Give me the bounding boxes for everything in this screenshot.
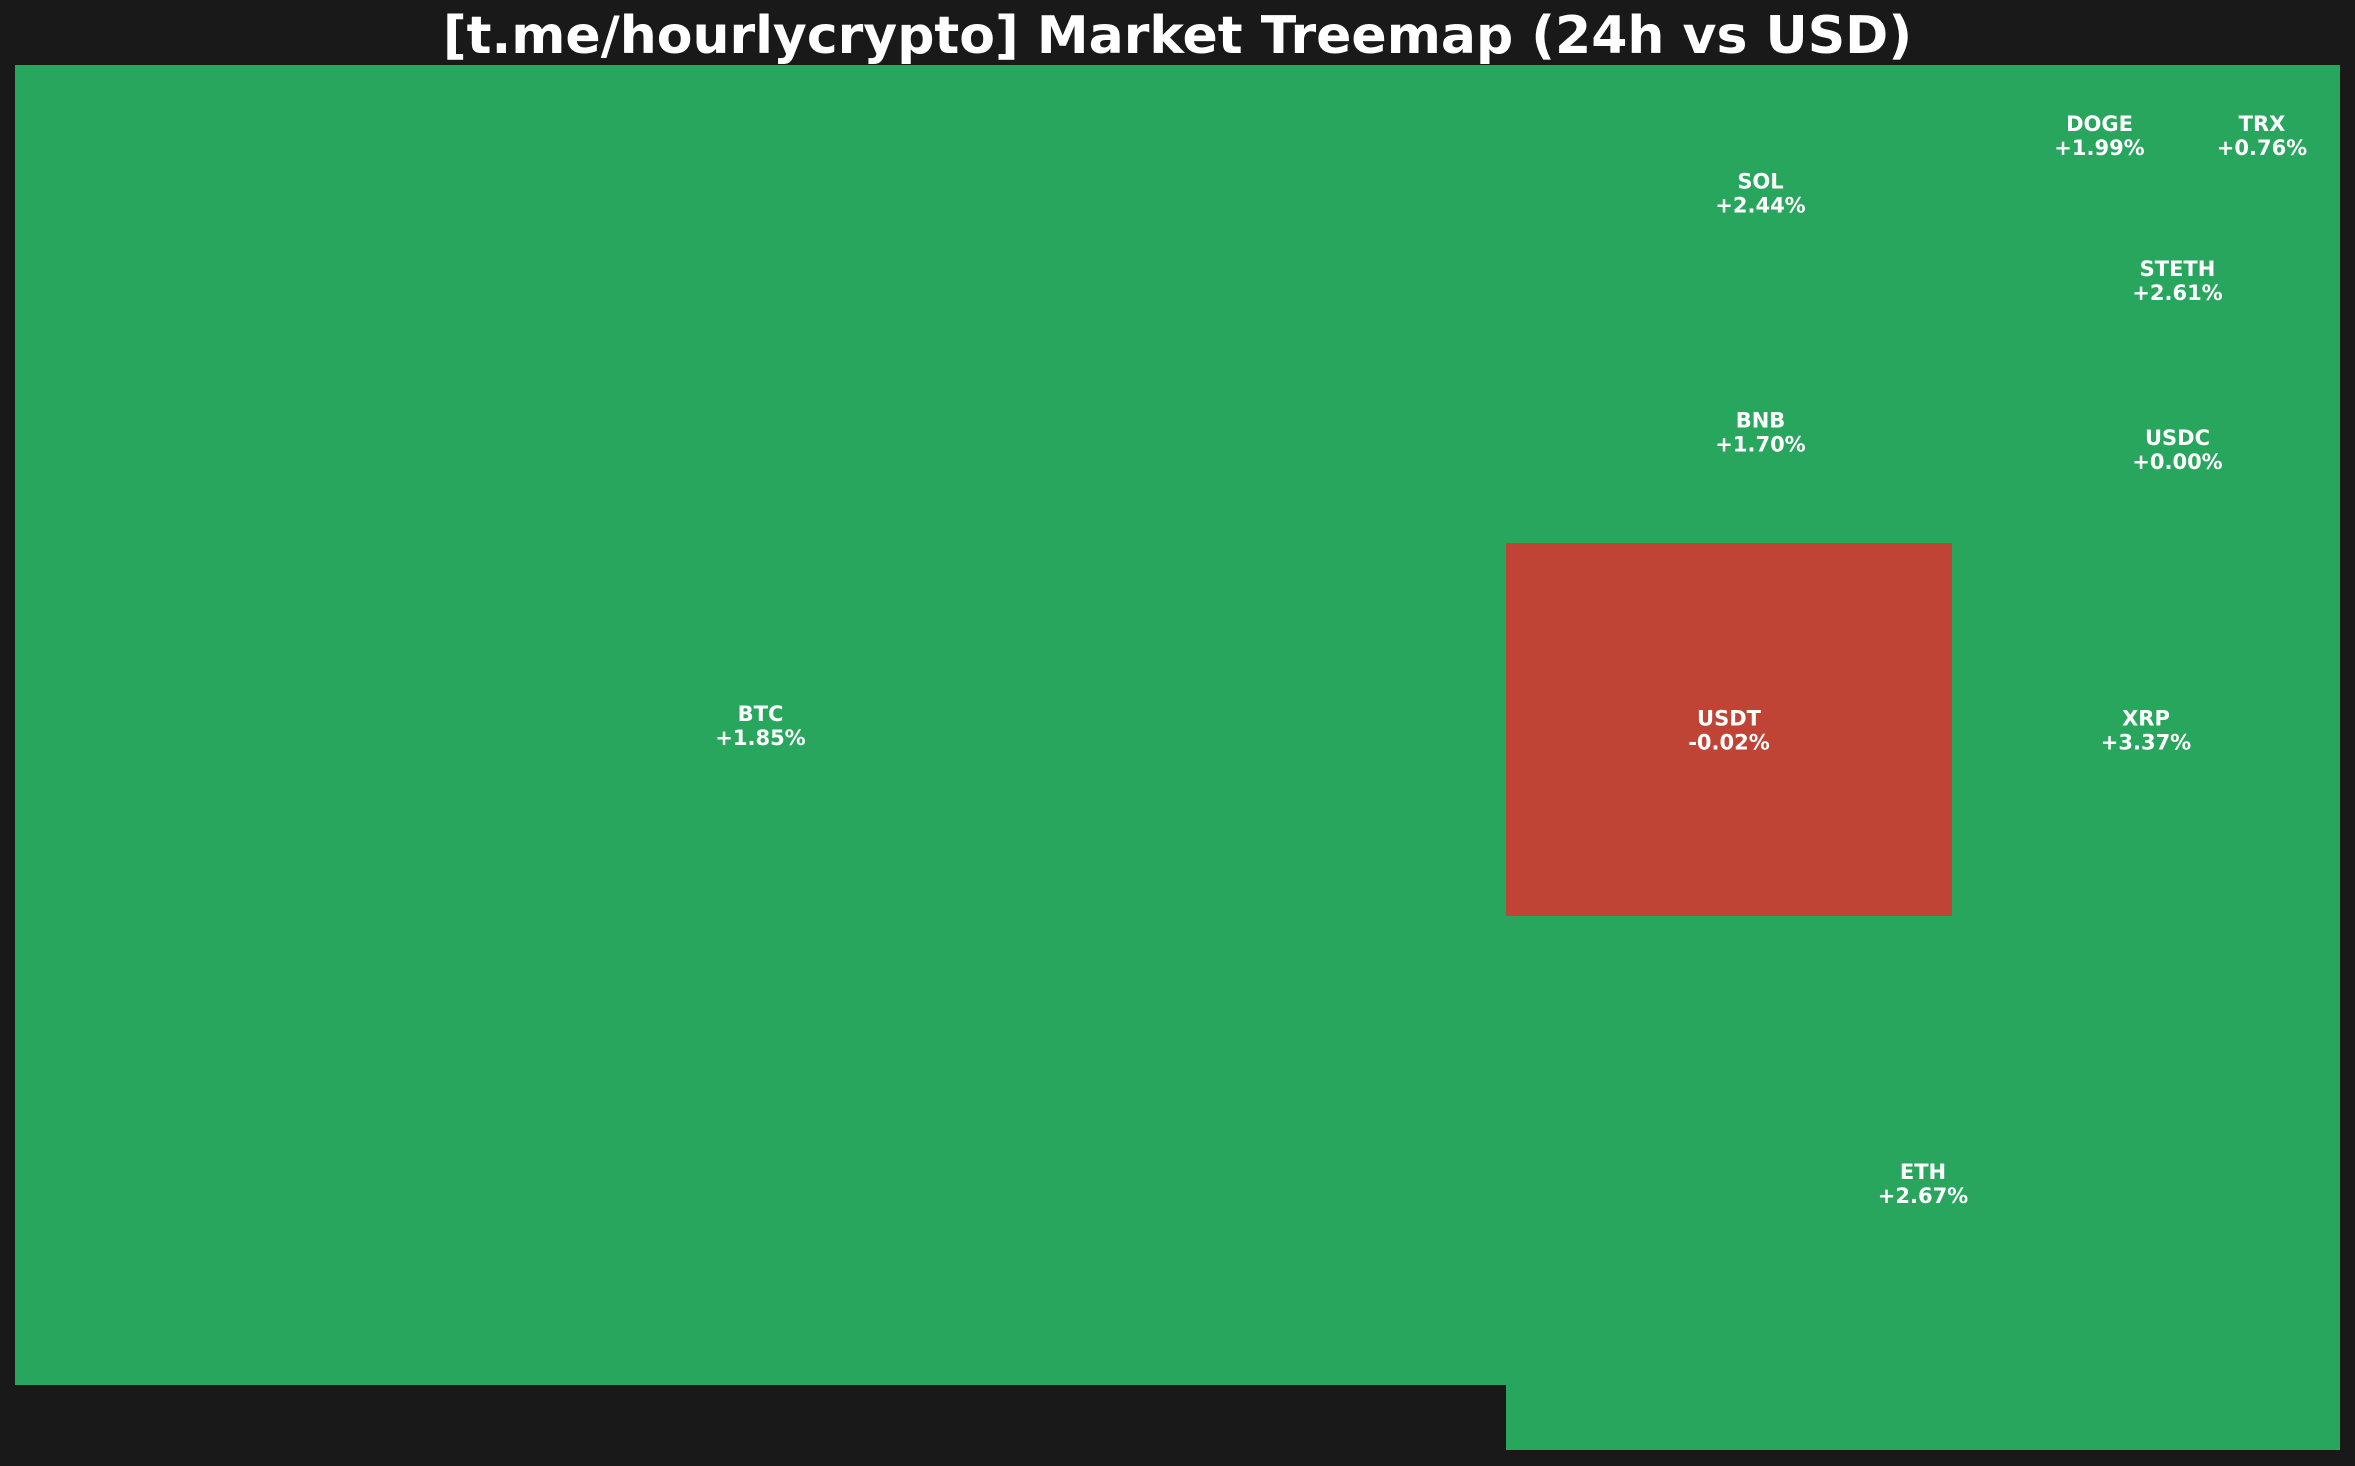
tile-label-btc: BTC +1.85% (715, 702, 805, 750)
tile-change-bnb: +1.70% (1715, 433, 1805, 457)
tile-xrp (1952, 543, 2340, 916)
tile-bnb (1506, 320, 2015, 543)
tile-label-bnb: BNB +1.70% (1715, 409, 1805, 457)
tile-change-sol: +2.44% (1715, 194, 1805, 218)
tile-change-trx: +0.76% (2217, 136, 2307, 160)
tile-symbol-sol: SOL (1737, 170, 1783, 194)
tile-symbol-btc: BTC (738, 702, 784, 726)
tile-symbol-eth: ETH (1900, 1160, 1946, 1184)
tile-label-steth: STETH +2.61% (2132, 257, 2222, 305)
tile-doge (2015, 65, 2184, 205)
tile-label-eth: ETH +2.67% (1878, 1160, 1968, 1208)
tile-symbol-usdt: USDT (1697, 707, 1762, 731)
tile-symbol-xrp: XRP (2122, 707, 2170, 731)
tile-change-steth: +2.61% (2132, 281, 2222, 305)
tile-symbol-usdc: USDC (2145, 426, 2210, 450)
tile-usdt (1506, 543, 1952, 916)
tile-steth (2015, 205, 2340, 355)
tile-symbol-bnb: BNB (1736, 409, 1786, 433)
tile-label-doge: DOGE +1.99% (2054, 112, 2144, 160)
tile-symbol-steth: STETH (2140, 257, 2216, 281)
chart-title: [t.me/hourlycrypto] Market Treemap (24h … (442, 6, 1913, 66)
tile-symbol-doge: DOGE (2066, 112, 2133, 136)
tile-change-doge: +1.99% (2054, 136, 2144, 160)
tile-label-usdt: USDT -0.02% (1688, 707, 1770, 755)
tile-label-usdc: USDC +0.00% (2132, 426, 2222, 474)
tile-change-xrp: +3.37% (2101, 731, 2191, 755)
tile-eth (1506, 916, 2340, 1450)
tile-label-trx: TRX +0.76% (2217, 112, 2307, 160)
tile-btc (15, 65, 1506, 1385)
tile-change-usdc: +0.00% (2132, 450, 2222, 474)
tile-sol (1506, 65, 2015, 320)
tile-change-usdt: -0.02% (1688, 731, 1770, 755)
tile-trx (2184, 65, 2340, 205)
tile-label-xrp: XRP +3.37% (2101, 707, 2191, 755)
tile-usdc (2015, 355, 2340, 543)
tile-change-btc: +1.85% (715, 726, 805, 750)
tile-symbol-trx: TRX (2239, 112, 2286, 136)
tile-change-eth: +2.67% (1878, 1184, 1968, 1208)
tile-label-sol: SOL +2.44% (1715, 170, 1805, 218)
